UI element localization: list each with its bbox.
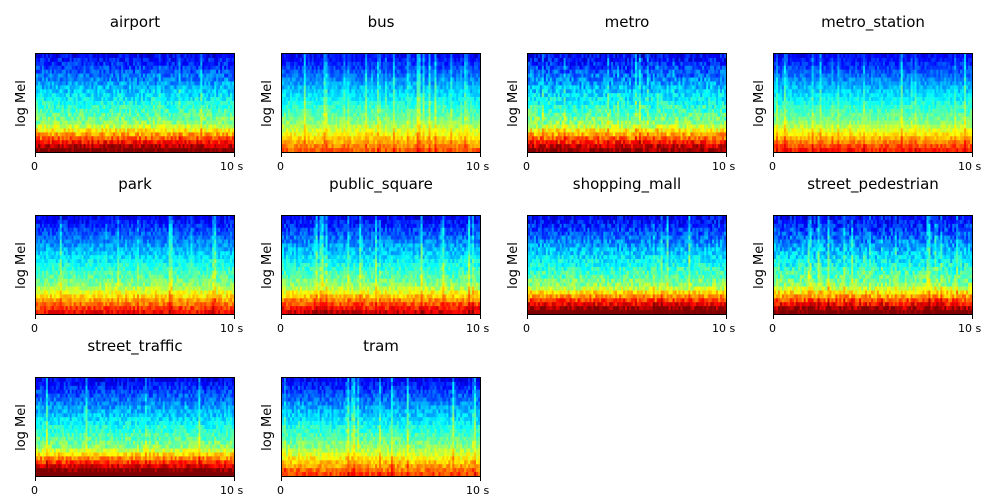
x-tick-label: 0	[523, 322, 530, 335]
x-tick-mark	[972, 153, 973, 157]
spectrogram-heatmap	[527, 215, 727, 315]
panel-title: airport	[35, 13, 235, 31]
panel-title: park	[35, 175, 235, 193]
spectrogram-heatmap	[35, 377, 235, 477]
x-tick-label: 0	[277, 484, 284, 497]
x-tick-mark	[773, 315, 774, 319]
x-tick-label: 0	[277, 322, 284, 335]
x-tick-label: 0	[31, 484, 38, 497]
x-tick-mark	[773, 153, 774, 157]
y-axis-label: log Mel	[13, 240, 29, 290]
x-tick-mark	[281, 315, 282, 319]
y-axis-label: log Mel	[259, 402, 275, 452]
x-tick-label: 10 s	[466, 484, 489, 497]
x-tick-label: 10 s	[466, 160, 489, 173]
panel-title: metro_station	[773, 13, 973, 31]
spectrogram-image	[36, 54, 234, 152]
spectrogram-heatmap	[281, 377, 481, 477]
spectrogram-image	[36, 378, 234, 476]
spectrogram-image	[282, 54, 480, 152]
spectrogram-heatmap	[281, 53, 481, 153]
x-tick-label: 10 s	[958, 160, 981, 173]
x-tick-mark	[972, 315, 973, 319]
x-tick-mark	[35, 153, 36, 157]
spectrogram-image	[774, 54, 972, 152]
panel-airport: airport log Mel 0 10 s	[0, 13, 246, 175]
x-tick-mark	[35, 315, 36, 319]
x-tick-mark	[726, 315, 727, 319]
x-tick-label: 0	[769, 322, 776, 335]
x-tick-mark	[480, 315, 481, 319]
panel-bus: bus log Mel 0 10 s	[246, 13, 492, 175]
x-tick-label: 0	[31, 160, 38, 173]
x-tick-label: 0	[277, 160, 284, 173]
y-axis-label: log Mel	[259, 240, 275, 290]
x-tick-label: 10 s	[712, 322, 735, 335]
spectrogram-image	[282, 378, 480, 476]
spectrogram-image	[36, 216, 234, 314]
x-tick-label: 10 s	[466, 322, 489, 335]
panel-metro: metro log Mel 0 10 s	[492, 13, 738, 175]
y-axis-label: log Mel	[13, 402, 29, 452]
x-tick-mark	[35, 477, 36, 481]
x-tick-label: 0	[523, 160, 530, 173]
spectrogram-heatmap	[35, 53, 235, 153]
spectrogram-heatmap	[281, 215, 481, 315]
panel-title: street_traffic	[35, 337, 235, 355]
x-tick-mark	[480, 477, 481, 481]
x-tick-label: 0	[769, 160, 776, 173]
x-tick-mark	[726, 153, 727, 157]
x-tick-mark	[527, 315, 528, 319]
spectrogram-heatmap	[773, 53, 973, 153]
y-axis-label: log Mel	[13, 78, 29, 128]
panel-title: public_square	[281, 175, 481, 193]
y-axis-label: log Mel	[751, 78, 767, 128]
x-tick-mark	[281, 153, 282, 157]
x-tick-mark	[234, 477, 235, 481]
x-tick-label: 0	[31, 322, 38, 335]
spectrogram-heatmap	[527, 53, 727, 153]
panel-title: tram	[281, 337, 481, 355]
panel-title: bus	[281, 13, 481, 31]
y-axis-label: log Mel	[751, 240, 767, 290]
spectrogram-image	[774, 216, 972, 314]
x-tick-mark	[281, 477, 282, 481]
spectrogram-image	[282, 216, 480, 314]
x-tick-label: 10 s	[220, 322, 243, 335]
y-axis-label: log Mel	[505, 240, 521, 290]
x-tick-label: 10 s	[958, 322, 981, 335]
x-tick-label: 10 s	[712, 160, 735, 173]
panel-title: street_pedestrian	[773, 175, 973, 193]
y-axis-label: log Mel	[259, 78, 275, 128]
x-tick-mark	[527, 153, 528, 157]
panel-park: park log Mel 0 10 s	[0, 175, 246, 337]
spectrogram-image	[528, 54, 726, 152]
spectrogram-heatmap	[773, 215, 973, 315]
y-axis-label: log Mel	[505, 78, 521, 128]
x-tick-label: 10 s	[220, 484, 243, 497]
x-tick-mark	[480, 153, 481, 157]
panel-title: shopping_mall	[527, 175, 727, 193]
spectrogram-heatmap	[35, 215, 235, 315]
panel-title: metro	[527, 13, 727, 31]
x-tick-mark	[234, 153, 235, 157]
panel-tram: tram log Mel 0 10 s	[246, 337, 492, 499]
spectrogram-image	[528, 216, 726, 314]
x-tick-mark	[234, 315, 235, 319]
x-tick-label: 10 s	[220, 160, 243, 173]
